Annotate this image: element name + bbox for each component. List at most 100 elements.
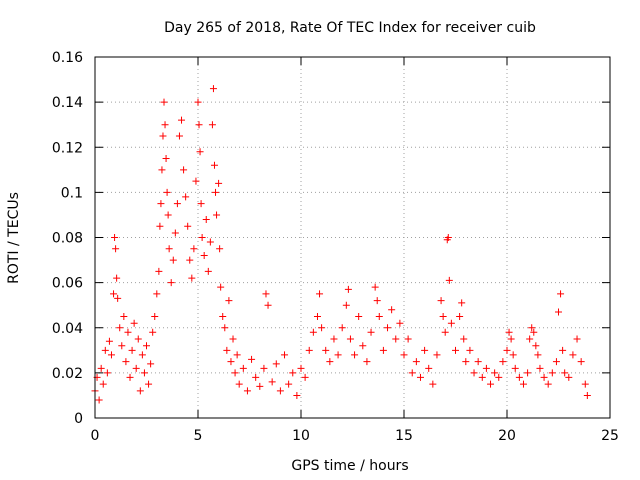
- data-point: [197, 200, 205, 208]
- data-point: [285, 380, 293, 388]
- data-point: [114, 294, 122, 302]
- data-point: [103, 369, 111, 377]
- data-point: [192, 177, 200, 185]
- data-point: [396, 319, 404, 327]
- data-point: [256, 382, 264, 390]
- y-tick-label: 0.04: [52, 321, 83, 337]
- data-point: [198, 234, 206, 241]
- data-point: [559, 346, 567, 354]
- x-tick-label: 0: [91, 428, 100, 444]
- data-point: [322, 346, 330, 354]
- y-tick-label: 0.1: [61, 185, 83, 201]
- data-point: [447, 319, 455, 327]
- data-point: [534, 351, 542, 359]
- data-point: [482, 364, 490, 372]
- data-point: [528, 324, 536, 332]
- data-point: [164, 211, 172, 219]
- data-point: [262, 290, 270, 298]
- data-point: [425, 364, 433, 372]
- data-point: [581, 380, 589, 388]
- axis-ticks: 0 5 10 15 20 25 0 0.02 0.04 0.06 0.08 0.1 0.12 0.14 0.…: [52, 50, 619, 444]
- data-point: [536, 364, 544, 372]
- data-point: [208, 121, 216, 129]
- data-point: [213, 211, 221, 219]
- data-point: [155, 267, 163, 275]
- data-point: [338, 324, 346, 332]
- data-point: [159, 132, 167, 140]
- data-point: [120, 312, 128, 320]
- data-point: [487, 380, 495, 388]
- data-point: [524, 369, 532, 377]
- y-tick-label: 0: [74, 411, 83, 427]
- data-point: [130, 319, 138, 327]
- data-point: [145, 380, 153, 388]
- data-point: [210, 161, 218, 169]
- x-tick-label: 10: [292, 428, 310, 444]
- data-point: [171, 229, 179, 237]
- data-point: [126, 373, 134, 381]
- data-point: [404, 335, 412, 343]
- data-point: [460, 335, 468, 343]
- data-point: [466, 346, 474, 354]
- x-tick-label: 15: [395, 428, 413, 444]
- y-tick-label: 0.02: [52, 366, 83, 382]
- data-point: [118, 342, 126, 350]
- data-point: [111, 234, 119, 241]
- data-point: [122, 358, 130, 366]
- data-point: [577, 358, 585, 366]
- data-point: [209, 85, 217, 93]
- data-point: [110, 290, 118, 298]
- plot-frame: [94, 56, 611, 419]
- data-point: [158, 166, 166, 174]
- data-point: [219, 312, 227, 320]
- data-point: [408, 369, 416, 377]
- data-point: [248, 355, 256, 363]
- data-point: [388, 306, 396, 314]
- data-point: [180, 166, 188, 174]
- data-point: [470, 369, 478, 377]
- data-point: [233, 351, 241, 359]
- data-point: [297, 364, 305, 372]
- data-point: [532, 342, 540, 350]
- data-point: [260, 364, 268, 372]
- data-point: [239, 364, 247, 372]
- data-point: [99, 380, 107, 388]
- data-point: [140, 369, 148, 377]
- data-point: [359, 342, 367, 350]
- data-point: [452, 346, 459, 354]
- data-point: [445, 276, 453, 284]
- data-point: [167, 279, 175, 287]
- y-tick-label: 0.12: [52, 140, 83, 156]
- data-point: [342, 301, 350, 309]
- data-point: [289, 369, 297, 377]
- data-point: [97, 364, 105, 372]
- data-point: [235, 380, 243, 388]
- data-point: [433, 351, 441, 359]
- data-point: [136, 387, 144, 395]
- data-point: [112, 245, 120, 253]
- data-point: [555, 308, 562, 316]
- data-point: [509, 351, 517, 359]
- data-point: [157, 200, 165, 208]
- data-point: [151, 312, 159, 320]
- data-point: [190, 245, 198, 253]
- data-point: [160, 98, 168, 106]
- data-point: [116, 324, 124, 332]
- data-point: [491, 369, 499, 377]
- data-point: [107, 351, 115, 359]
- data-point: [474, 358, 482, 366]
- data-point: [373, 297, 381, 305]
- data-point: [153, 290, 161, 298]
- data-point: [196, 148, 204, 156]
- data-point: [156, 222, 164, 230]
- data-point: [544, 380, 552, 388]
- data-series-roti: [91, 85, 591, 404]
- data-point: [330, 335, 338, 343]
- data-point: [163, 188, 171, 196]
- data-point: [215, 179, 223, 187]
- x-axis-label: GPS time / hours: [291, 458, 408, 474]
- data-point: [227, 358, 235, 366]
- data-point: [264, 301, 272, 309]
- data-point: [363, 358, 371, 366]
